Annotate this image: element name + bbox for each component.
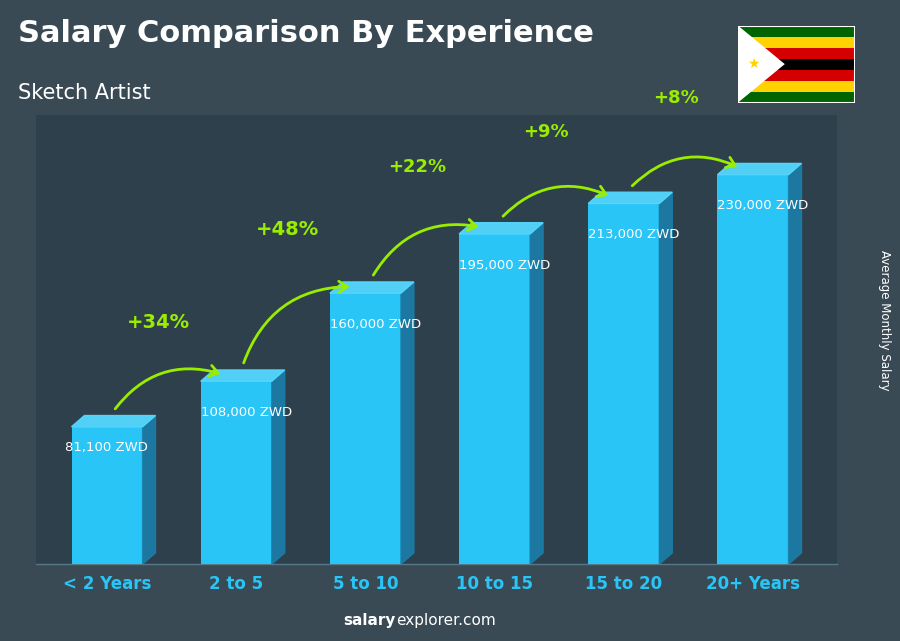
Polygon shape (717, 163, 802, 174)
Bar (738, 81, 855, 92)
Polygon shape (401, 282, 414, 564)
Text: ★: ★ (747, 57, 760, 71)
Text: 230,000 ZWD: 230,000 ZWD (717, 199, 809, 212)
Text: 195,000 ZWD: 195,000 ZWD (459, 258, 551, 272)
Polygon shape (71, 415, 156, 427)
Text: explorer.com: explorer.com (396, 613, 496, 628)
Text: +34%: +34% (127, 313, 190, 332)
FancyArrowPatch shape (633, 157, 735, 186)
Text: Average Monthly Salary: Average Monthly Salary (878, 250, 890, 391)
Text: 108,000 ZWD: 108,000 ZWD (201, 406, 292, 419)
Polygon shape (589, 192, 672, 203)
Bar (738, 26, 855, 37)
FancyArrowPatch shape (503, 187, 606, 216)
Bar (201, 381, 272, 564)
Bar (738, 47, 855, 58)
Bar (738, 92, 855, 103)
Text: Sketch Artist: Sketch Artist (18, 83, 150, 103)
FancyArrowPatch shape (244, 281, 347, 363)
Bar (738, 58, 855, 70)
Text: +9%: +9% (524, 122, 569, 140)
Text: +8%: +8% (652, 89, 698, 107)
Polygon shape (530, 222, 543, 564)
Polygon shape (660, 192, 672, 564)
Text: Salary Comparison By Experience: Salary Comparison By Experience (18, 19, 594, 48)
Text: 81,100 ZWD: 81,100 ZWD (65, 441, 148, 454)
Bar (459, 234, 530, 564)
Polygon shape (459, 222, 543, 234)
FancyArrowPatch shape (374, 219, 476, 275)
Polygon shape (272, 370, 284, 564)
Text: 160,000 ZWD: 160,000 ZWD (330, 318, 421, 331)
Polygon shape (330, 282, 414, 293)
Text: +22%: +22% (388, 158, 446, 176)
Text: salary: salary (344, 613, 396, 628)
Bar (330, 293, 401, 564)
Polygon shape (738, 26, 785, 103)
Text: +48%: +48% (256, 221, 320, 239)
Text: 213,000 ZWD: 213,000 ZWD (589, 228, 680, 241)
Bar (738, 70, 855, 81)
Polygon shape (201, 370, 284, 381)
FancyArrowPatch shape (115, 365, 219, 409)
Bar (71, 427, 142, 564)
Polygon shape (788, 163, 802, 564)
Bar (589, 203, 660, 564)
Bar (738, 37, 855, 47)
Polygon shape (142, 415, 156, 564)
Bar (717, 174, 788, 564)
